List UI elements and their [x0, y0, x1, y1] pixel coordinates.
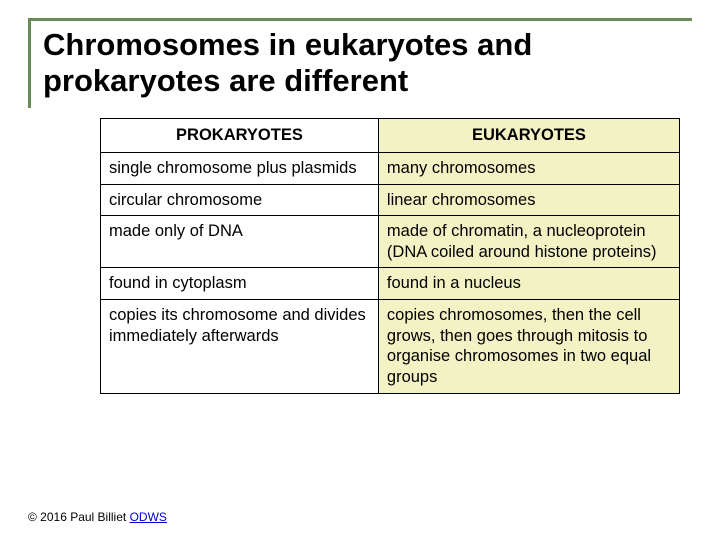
table-row: found in cytoplasm found in a nucleus: [101, 268, 680, 300]
cell-prok: made only of DNA: [101, 216, 379, 268]
cell-euk: many chromosomes: [378, 152, 679, 184]
table-header-row: PROKARYOTES EUKARYOTES: [101, 119, 680, 153]
cell-prok: circular chromosome: [101, 184, 379, 216]
page-title: Chromosomes in eukaryotes and prokaryote…: [43, 27, 692, 98]
header-eukaryotes: EUKARYOTES: [378, 119, 679, 153]
table-row: single chromosome plus plasmids many chr…: [101, 152, 680, 184]
header-prokaryotes: PROKARYOTES: [101, 119, 379, 153]
comparison-table-container: PROKARYOTES EUKARYOTES single chromosome…: [100, 118, 680, 393]
cell-euk: linear chromosomes: [378, 184, 679, 216]
cell-prok: single chromosome plus plasmids: [101, 152, 379, 184]
copyright-text: © 2016 Paul Billiet: [28, 510, 130, 524]
footer-link[interactable]: ODWS: [130, 510, 167, 524]
comparison-table: PROKARYOTES EUKARYOTES single chromosome…: [100, 118, 680, 393]
cell-euk: found in a nucleus: [378, 268, 679, 300]
table-row: circular chromosome linear chromosomes: [101, 184, 680, 216]
cell-euk: copies chromosomes, then the cell grows,…: [378, 300, 679, 394]
cell-prok: copies its chromosome and divides immedi…: [101, 300, 379, 394]
cell-prok: found in cytoplasm: [101, 268, 379, 300]
cell-euk: made of chromatin, a nucleoprotein (DNA …: [378, 216, 679, 268]
footer: © 2016 Paul Billiet ODWS: [28, 510, 167, 524]
title-container: Chromosomes in eukaryotes and prokaryote…: [28, 18, 692, 108]
slide: Chromosomes in eukaryotes and prokaryote…: [0, 0, 720, 540]
table-row: copies its chromosome and divides immedi…: [101, 300, 680, 394]
table-row: made only of DNA made of chromatin, a nu…: [101, 216, 680, 268]
